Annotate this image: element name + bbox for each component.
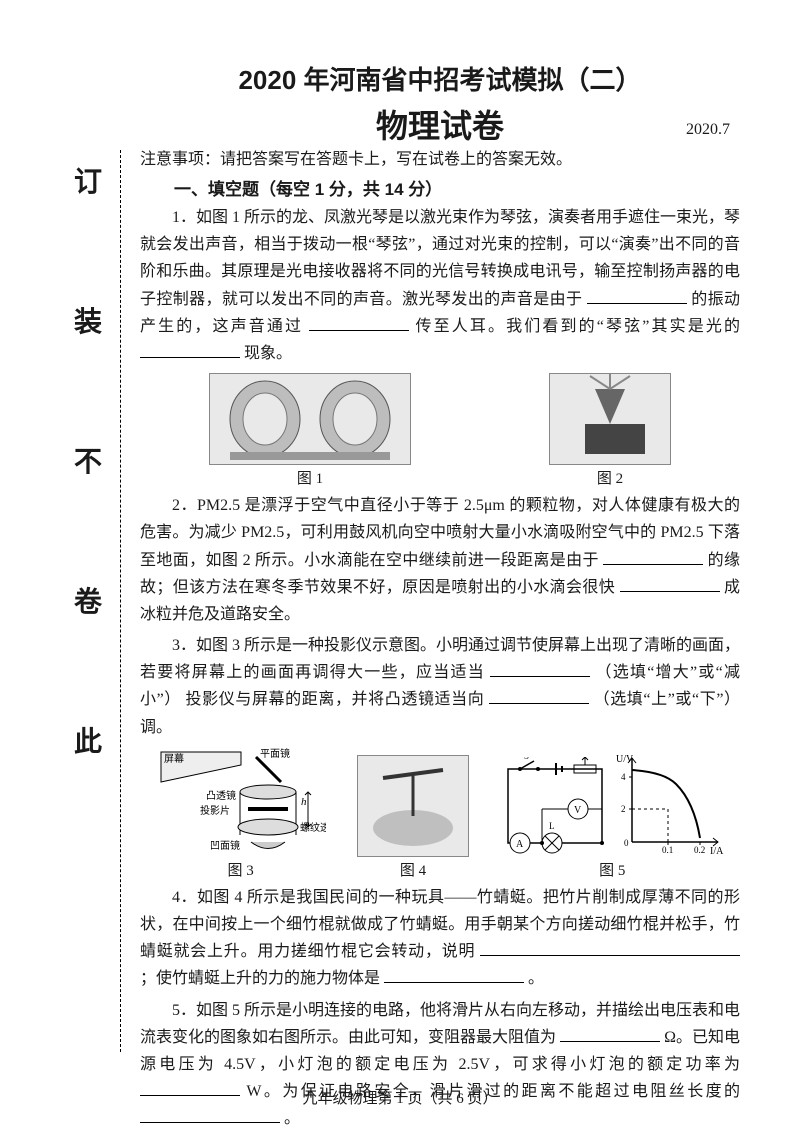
exam-title-main: 2020 年河南省中招考试模拟（二） bbox=[140, 60, 740, 97]
question-2: 2．PM2.5 是漂浮于空气中直径小于等于 2.5μm 的颗粒物，对人体健康有极… bbox=[140, 492, 740, 628]
figure-4-image bbox=[357, 755, 469, 857]
figure-4: 图 4 bbox=[357, 755, 469, 880]
figure-4-caption: 图 4 bbox=[400, 859, 426, 880]
binding-char: 订 bbox=[74, 160, 102, 200]
fig3-label-screen: 屏幕 bbox=[164, 752, 184, 765]
figure-3: 屏幕 平面镜 凸透镜 投影片 螺纹透镜 凹面镜 h 图 3 bbox=[156, 747, 326, 880]
q1-text-d: 现象。 bbox=[244, 345, 292, 362]
fig5-xlabel: I/A bbox=[710, 846, 724, 857]
figure-5: S A L bbox=[500, 752, 724, 880]
fig3-label-h: h bbox=[301, 796, 307, 808]
fig5-label-v: V bbox=[574, 805, 582, 816]
figure-1: 图 1 bbox=[209, 373, 411, 488]
figure-row-2: 屏幕 平面镜 凸透镜 投影片 螺纹透镜 凹面镜 h 图 3 bbox=[140, 747, 740, 880]
figure-3-image: 屏幕 平面镜 凸透镜 投影片 螺纹透镜 凹面镜 h bbox=[156, 747, 326, 857]
question-1: 1．如图 1 所示的龙、凤激光琴是以激光束作为琴弦，演奏者用手遮住一束光，琴就会… bbox=[140, 204, 740, 367]
question-5: 5．如图 5 所示是小明连接的电路，他将滑片从右向左移动，并描绘出电压表和电流表… bbox=[140, 997, 740, 1132]
fig5-label-a: A bbox=[516, 839, 524, 850]
q4-blank-1 bbox=[480, 939, 740, 956]
binding-char: 此 bbox=[74, 720, 102, 760]
blower-icon bbox=[550, 374, 670, 464]
figure-2-image bbox=[549, 373, 671, 465]
fig5-ylabel: U/V bbox=[616, 754, 634, 765]
figure-2-caption: 图 2 bbox=[597, 467, 623, 488]
q4-text-b: ；使竹蜻蜓上升的力的施力物体是 bbox=[140, 970, 380, 987]
figure-5-pair: S A L bbox=[500, 752, 724, 857]
uv-graph-icon: U/V I/A 0 0.1 0.2 2 4 bbox=[614, 752, 724, 857]
q4-text-c: 。 bbox=[528, 970, 544, 987]
bamboo-dragonfly-icon bbox=[358, 756, 468, 856]
q3-blank-2 bbox=[489, 687, 589, 704]
fig3-label-concave: 凹面镜 bbox=[210, 839, 240, 852]
page-footer: 九年级物理第 1 页（共 6 页） bbox=[0, 1087, 800, 1108]
laser-harp-icon bbox=[210, 374, 410, 464]
circuit-diagram-icon: S A L bbox=[500, 757, 610, 857]
q1-blank-2 bbox=[309, 314, 409, 331]
q2-blank-2 bbox=[620, 575, 720, 592]
fig3-label-convex: 凸透镜 bbox=[206, 789, 236, 802]
q5-blank-3 bbox=[140, 1106, 280, 1123]
q1-text-c: 传至人耳。我们看到的“琴弦”其实是光的 bbox=[415, 318, 740, 335]
fig5-label-l: L bbox=[549, 821, 555, 831]
binding-vertical-text: 订 装 不 卷 此 bbox=[70, 160, 106, 760]
exam-page: 订 装 不 卷 此 2020 年河南省中招考试模拟（二） 物理试卷 2020.7… bbox=[0, 0, 800, 1132]
binding-char: 不 bbox=[74, 440, 102, 480]
fig3-label-flatmirror: 平面镜 bbox=[260, 747, 290, 760]
fig5-xt0: 0 bbox=[624, 838, 629, 848]
binding-dashed-line bbox=[120, 150, 121, 1052]
fig5-xt2: 0.2 bbox=[694, 845, 705, 855]
figure-1-caption: 图 1 bbox=[297, 467, 323, 488]
figure-5-caption: 图 5 bbox=[599, 859, 625, 880]
figure-3-caption: 图 3 bbox=[228, 859, 254, 880]
fig5-xt1: 0.1 bbox=[662, 845, 673, 855]
q4-blank-2 bbox=[384, 966, 524, 983]
fig5-label-s: S bbox=[524, 757, 529, 761]
binding-char: 卷 bbox=[74, 580, 102, 620]
q3-text-b: 投影仪与屏幕的距离，并将凸透镜适当向 bbox=[186, 691, 485, 708]
q5-text-end: 。 bbox=[284, 1110, 300, 1127]
question-3: 3．如图 3 所示是一种投影仪示意图。小明通过调节使屏幕上出现了清晰的画面，若要… bbox=[140, 632, 740, 741]
q3-blank-1 bbox=[490, 660, 590, 677]
q1-blank-3 bbox=[140, 341, 240, 358]
q1-blank-1 bbox=[587, 287, 687, 304]
q2-blank-1 bbox=[603, 548, 703, 565]
exam-notice: 注意事项：请把答案写在答题卡上，写在试卷上的答案无效。 bbox=[140, 145, 740, 169]
fig5-yt1: 2 bbox=[621, 804, 626, 814]
fig5-yt2: 4 bbox=[621, 772, 626, 782]
question-4: 4．如图 4 所示是我国民间的一种玩具——竹蜻蜓。把竹片削制成厚薄不同的形状，在… bbox=[140, 884, 740, 993]
figure-2: 图 2 bbox=[549, 373, 671, 488]
figure-row-1: 图 1 图 2 bbox=[140, 373, 740, 488]
fig3-label-slide: 投影片 bbox=[200, 804, 230, 817]
fig3-label-fresnel: 螺纹透镜 bbox=[300, 821, 326, 834]
section-1-header: 一、填空题（每空 1 分，共 14 分） bbox=[140, 175, 740, 200]
q5-blank-1 bbox=[560, 1025, 660, 1042]
binding-char: 装 bbox=[74, 300, 102, 340]
figure-1-image bbox=[209, 373, 411, 465]
projector-diagram-icon: 屏幕 平面镜 凸透镜 投影片 螺纹透镜 凹面镜 h bbox=[156, 747, 326, 857]
